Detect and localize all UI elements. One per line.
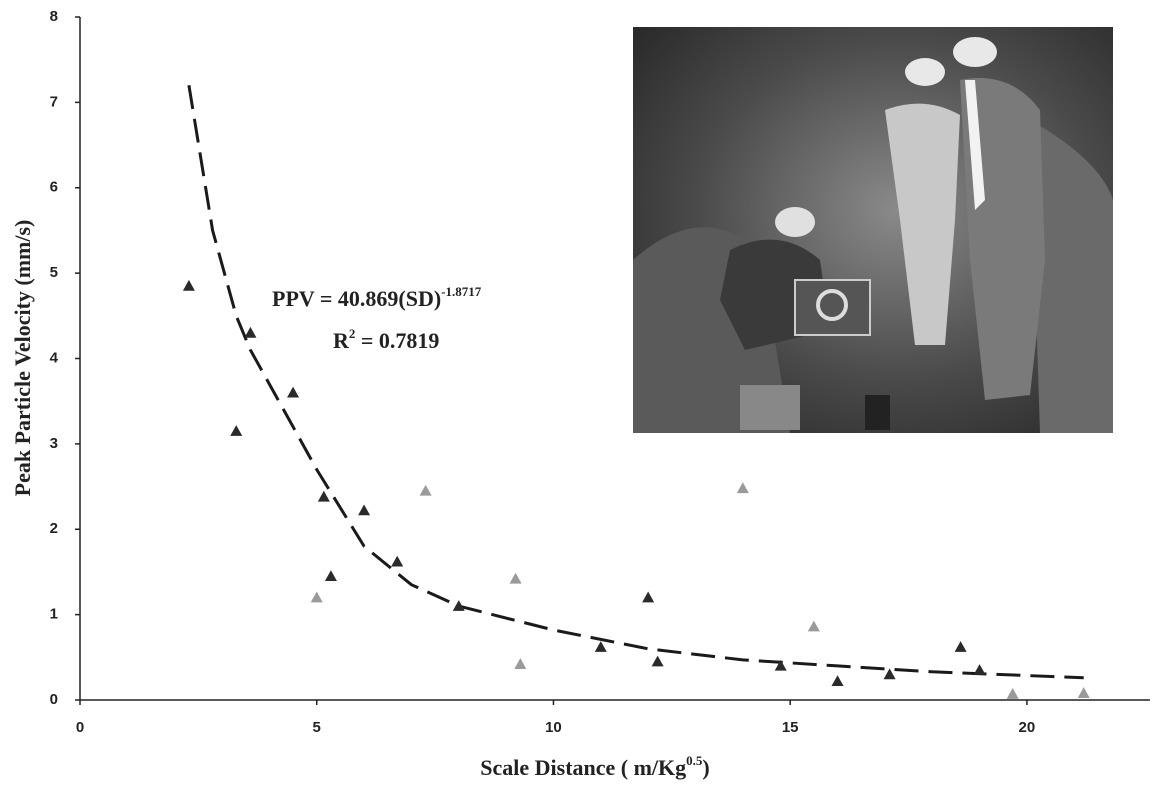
photo-inset (633, 27, 1113, 433)
data-point (325, 570, 337, 581)
data-point (832, 675, 844, 686)
data-point (1007, 688, 1019, 699)
y-tick-label: 8 (50, 8, 58, 25)
equation-text: PPV = 40.869(SD) (272, 286, 441, 311)
photo-equipment (865, 395, 890, 430)
data-point (808, 621, 820, 632)
data-point (358, 504, 370, 515)
data-point (318, 491, 330, 502)
data-point (884, 668, 896, 679)
x-axis-title-text: Scale Distance ( m/Kg (480, 755, 686, 780)
data-point (1078, 687, 1090, 698)
data-point (420, 485, 432, 496)
data-point (391, 556, 403, 567)
photo-monitor (795, 280, 870, 335)
y-tick-label: 0 (50, 691, 58, 708)
equation-sup: -1.8717 (441, 284, 482, 299)
data-point (955, 641, 967, 652)
data-point (183, 280, 195, 291)
x-tick-label: 20 (1019, 719, 1036, 736)
y-tick-label: 3 (50, 435, 58, 452)
x-axis-title-sup: 0.5 (686, 753, 703, 768)
data-point (642, 592, 654, 603)
photo-helmet (905, 58, 945, 86)
data-point (453, 600, 465, 611)
x-tick-label: 5 (313, 719, 321, 736)
data-point (287, 387, 299, 398)
r-squared: R2 = 0.7819 (333, 326, 439, 353)
r-squared-text: = 0.7819 (355, 328, 439, 353)
y-tick-label: 1 (50, 606, 58, 623)
r-squared-text: R (333, 328, 350, 353)
data-point (514, 658, 526, 669)
data-point (311, 592, 323, 603)
photo-helmet (775, 207, 815, 237)
x-axis-title: Scale Distance ( m/Kg0.5) (480, 753, 709, 780)
data-point (974, 664, 986, 675)
y-tick-label: 4 (50, 349, 59, 366)
x-tick-label: 10 (545, 719, 562, 736)
data-point (244, 327, 256, 338)
data-point (652, 656, 664, 667)
data-point (230, 425, 242, 436)
y-tick-label: 2 (50, 520, 58, 537)
x-tick-label: 0 (76, 719, 84, 736)
equation: PPV = 40.869(SD)-1.8717 (272, 284, 482, 311)
photo-helmet (953, 37, 997, 67)
y-tick-label: 6 (50, 179, 58, 196)
y-tick-label: 7 (50, 93, 58, 110)
x-tick-label: 15 (782, 719, 799, 736)
data-point (737, 482, 749, 493)
photo-equipment (740, 385, 800, 430)
chart: Peak Particle Velocity (mm/s) 0 1 2 3 4 5 6 7 8 0… (0, 0, 1168, 785)
y-tick-label: 5 (50, 264, 58, 281)
y-axis-title: Peak Particle Velocity (mm/s) (10, 220, 35, 497)
data-point (510, 573, 522, 584)
x-axis-title-text: ) (702, 755, 709, 780)
data-point (595, 641, 607, 652)
